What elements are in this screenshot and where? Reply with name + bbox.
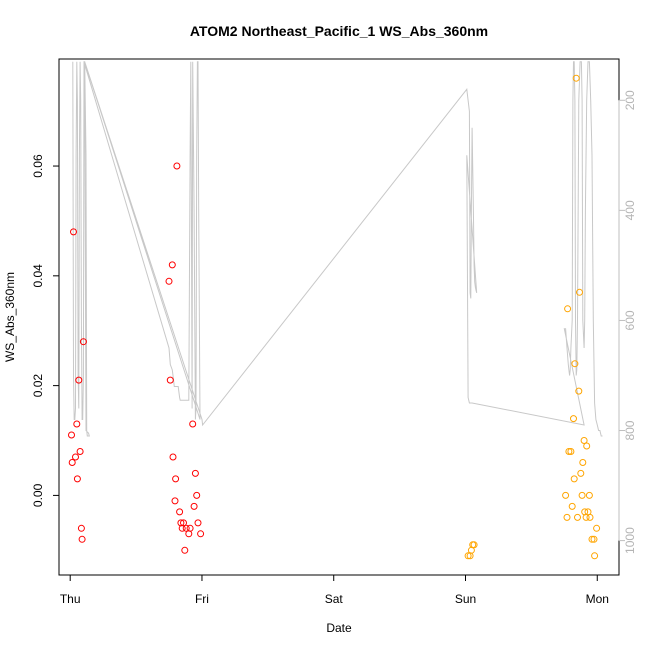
data-point-series-2 [570,475,578,483]
depth-line-layer [72,61,603,437]
x-tick-label: Sat [325,592,344,606]
data-point-series-2 [586,513,594,521]
x-axis-label: Date [326,621,352,635]
data-point-series-1 [172,475,180,483]
data-point-series-2 [470,541,478,549]
data-point-series-1 [181,546,189,554]
data-point-series-2 [575,387,583,395]
data-point-series-1 [197,530,205,538]
data-point-series-2 [572,74,580,82]
data-point-series-1 [191,469,199,477]
x-axis: Thu Fri Sat Sun Mon [60,574,609,606]
data-point-series-2 [567,448,575,455]
depth-line [72,61,603,437]
data-point-series-1 [173,162,181,170]
x-tick-label: Thu [60,592,81,606]
data-point-series-2 [574,513,581,521]
data-point-series-2 [583,442,591,450]
data-point-series-1 [78,535,86,543]
data-point-series-1 [171,497,179,505]
data-point-series-1 [189,420,197,428]
data-point-series-2 [564,305,572,313]
y-tick-label: 0.06 [31,154,45,178]
data-point-series-1 [72,453,79,461]
data-point-series-1 [190,502,198,510]
plot-area-border [58,58,620,576]
data-point-series-2 [576,288,583,296]
data-point-series-1 [186,524,194,532]
right-tick-label: 400 [623,200,637,220]
data-point-series-1 [194,519,202,527]
data-point-series-2 [585,491,593,499]
data-point-series-1 [68,431,75,439]
data-point-series-1 [180,519,187,527]
data-point-series-1 [169,453,177,461]
y-axis-label: WS_Abs_360nm [3,272,17,362]
data-point-series-1 [76,448,84,455]
x-tick-label: Fri [195,592,209,606]
data-point-series-2 [578,491,586,499]
data-point-series-2 [571,360,579,368]
data-point-series-2 [570,415,577,423]
chart-title: ATOM2 Northeast_Pacific_1 WS_Abs_360nm [190,23,488,39]
data-point-series-1 [68,459,76,466]
data-point-series-2 [568,502,576,510]
data-point-series-2 [579,459,587,466]
data-point-series-1 [182,524,190,532]
right-axis: 200 400 600 800 1000 [618,90,637,554]
data-point-series-1 [176,508,184,516]
right-tick-label: 800 [623,420,637,440]
x-tick-label: Sun [455,592,476,606]
x-tick-label: Mon [586,592,609,606]
data-point-series-2 [464,552,472,560]
data-point-series-2 [591,552,599,560]
data-point-series-2 [577,469,585,477]
data-point-series-1 [168,261,176,269]
right-tick-label: 200 [623,90,637,110]
data-point-series-1 [73,420,81,428]
data-point-series-1 [165,277,173,285]
y-tick-label: 0.00 [31,483,45,507]
y-tick-label: 0.04 [31,264,45,288]
data-point-series-1 [73,475,81,483]
data-point-series-2 [563,513,571,521]
data-point-series-2 [588,535,596,543]
data-point-series-1 [75,376,83,384]
right-tick-label: 1000 [623,527,637,554]
y-tick-label: 0.02 [31,374,45,398]
y-axis: 0.00 0.02 0.04 0.06 [31,154,60,507]
points-layer [68,74,601,560]
right-tick-label: 600 [623,310,637,330]
data-point-series-1 [77,524,85,532]
data-point-series-2 [593,524,601,532]
data-point-series-1 [166,376,174,384]
data-point-series-2 [565,448,573,455]
data-point-series-2 [562,491,570,499]
data-point-series-1 [193,491,201,499]
data-point-series-2 [590,535,598,543]
data-point-series-1 [79,338,87,346]
data-point-series-1 [70,228,77,236]
data-point-series-2 [580,437,588,444]
